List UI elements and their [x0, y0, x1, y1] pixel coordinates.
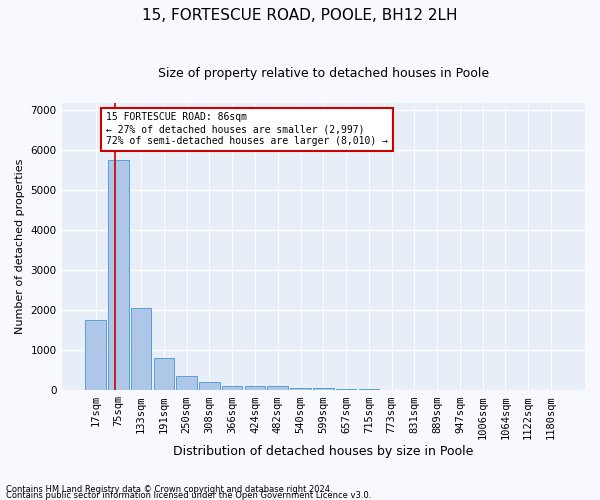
- Bar: [290, 388, 311, 390]
- Bar: [313, 388, 334, 390]
- X-axis label: Distribution of detached houses by size in Poole: Distribution of detached houses by size …: [173, 444, 473, 458]
- Text: 15 FORTESCUE ROAD: 86sqm
← 27% of detached houses are smaller (2,997)
72% of sem: 15 FORTESCUE ROAD: 86sqm ← 27% of detach…: [106, 112, 388, 146]
- Bar: [245, 386, 265, 390]
- Text: Contains public sector information licensed under the Open Government Licence v3: Contains public sector information licen…: [6, 490, 371, 500]
- Bar: [108, 160, 128, 390]
- Y-axis label: Number of detached properties: Number of detached properties: [15, 158, 25, 334]
- Bar: [176, 376, 197, 390]
- Bar: [359, 389, 379, 390]
- Text: Contains HM Land Registry data © Crown copyright and database right 2024.: Contains HM Land Registry data © Crown c…: [6, 484, 332, 494]
- Bar: [199, 382, 220, 390]
- Bar: [222, 386, 242, 390]
- Bar: [336, 389, 356, 390]
- Bar: [85, 320, 106, 390]
- Bar: [131, 308, 151, 390]
- Bar: [268, 386, 288, 390]
- Title: Size of property relative to detached houses in Poole: Size of property relative to detached ho…: [158, 68, 489, 80]
- Text: 15, FORTESCUE ROAD, POOLE, BH12 2LH: 15, FORTESCUE ROAD, POOLE, BH12 2LH: [142, 8, 458, 22]
- Bar: [154, 358, 174, 390]
